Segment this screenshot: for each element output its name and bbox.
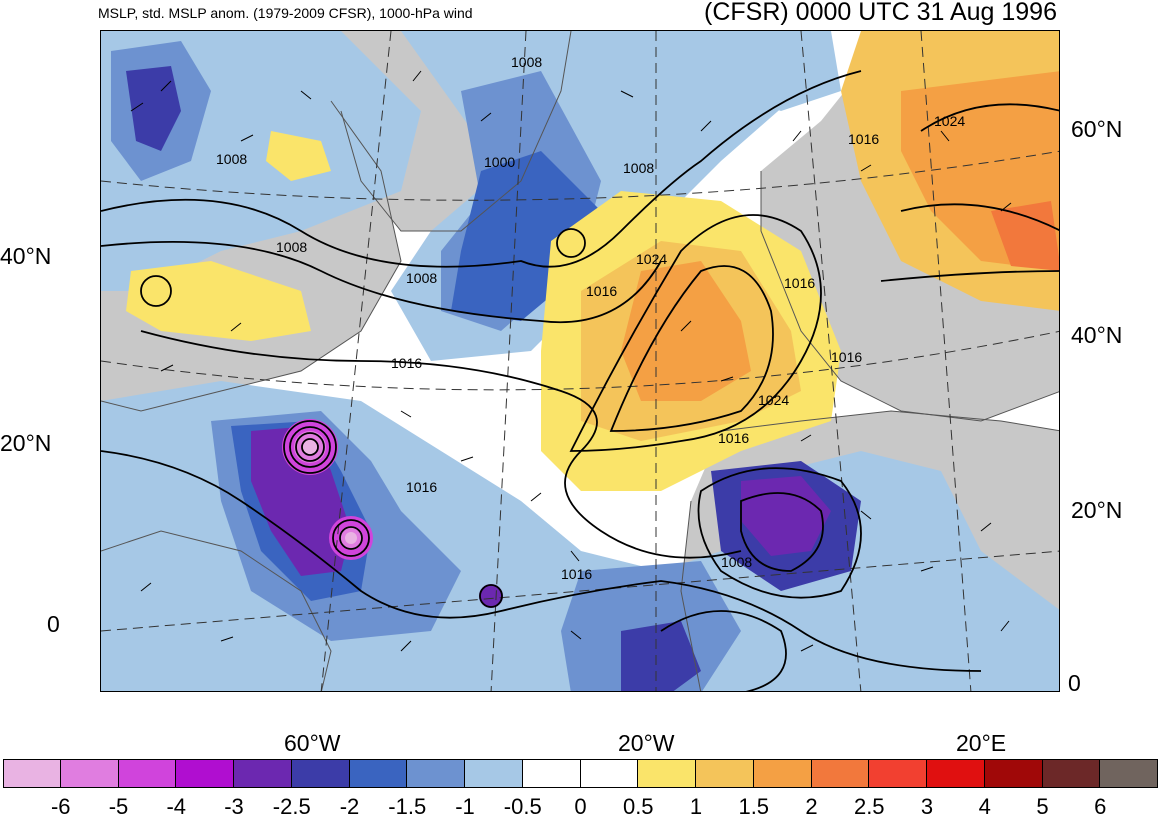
colorbar-tick-label: 0 xyxy=(574,794,587,819)
colorbar-swatch xyxy=(811,759,870,788)
isobars xyxy=(101,70,1059,691)
colorbar-tick-label: -1 xyxy=(455,794,475,819)
colorbar-swatch xyxy=(580,759,639,788)
colorbar-tick-label: 0.5 xyxy=(622,794,654,819)
lat-label-left: 20°N xyxy=(0,430,52,456)
colorbar-tick-label: -3 xyxy=(224,794,244,819)
contour-label: 1016 xyxy=(718,430,749,446)
contour-label: 1016 xyxy=(848,131,879,147)
pos-anom-northamerica xyxy=(126,261,311,341)
contour-label: 1008 xyxy=(406,270,437,286)
contour-labels: 1008 1008 1008 1008 1000 1008 1016 1024 … xyxy=(216,54,965,582)
lon-label: 20°E xyxy=(956,730,1007,756)
pos-anom-greenland-small xyxy=(266,131,331,181)
map-title: (CFSR) 0000 UTC 31 Aug 1996 xyxy=(704,0,1057,26)
colorbar-tick-label: 3 xyxy=(920,794,934,819)
colorbar-tick-label: -0.5 xyxy=(503,794,542,819)
colorbar-swatch xyxy=(753,759,812,788)
contour-label: 1016 xyxy=(586,283,617,299)
neg-anom-south xyxy=(621,621,701,691)
map-panel: 1008 1008 1008 1008 1000 1008 1016 1024 … xyxy=(100,30,1060,692)
neg-anom-nw-deep xyxy=(126,66,181,151)
colorbar-swatch xyxy=(927,759,985,788)
colorbar-tick-label: 6 xyxy=(1094,794,1107,819)
contour-label: 1024 xyxy=(934,113,965,129)
colorbar-tick-label: -2.5 xyxy=(272,794,311,819)
contour-label: 1016 xyxy=(406,479,437,495)
contour-label: 1024 xyxy=(758,392,789,408)
colorbar-tick-label: 1.5 xyxy=(738,794,770,819)
colorbar-tick-label: -6 xyxy=(50,794,71,819)
colorbar-swatch xyxy=(60,759,119,788)
colorbar-swatch xyxy=(407,759,465,788)
map-subtitle: MSLP, std. MSLP anom. (1979-2009 CFSR), … xyxy=(98,5,473,21)
lat-label-right: 20°N xyxy=(1071,497,1123,523)
small-low xyxy=(479,584,503,608)
colorbar-tick-label: 2 xyxy=(805,794,818,819)
colorbar-swatch xyxy=(638,759,696,788)
colorbar-tick-label: -2 xyxy=(339,794,360,819)
colorbar-tick-label: 1 xyxy=(689,794,703,819)
contour-label: 1016 xyxy=(784,275,815,291)
lon-label: 20°W xyxy=(618,730,675,756)
neg-anom-africa-east-core xyxy=(741,476,831,556)
neg-anom-ne xyxy=(681,31,841,111)
contour-label: 1008 xyxy=(721,554,752,570)
colorbar-swatch xyxy=(984,759,1043,788)
colorbar-tick-label: -5 xyxy=(108,794,129,819)
contour-label: 1016 xyxy=(391,355,422,371)
colorbar-swatch xyxy=(176,759,234,788)
colorbar xyxy=(3,759,1158,788)
colorbar-swatch xyxy=(234,759,292,788)
contour-label: 1000 xyxy=(484,154,515,170)
contour-label: 1008 xyxy=(216,151,247,167)
lon-label: 60°W xyxy=(284,730,341,756)
colorbar-tick-label: 4 xyxy=(978,794,991,819)
colorbar-swatch xyxy=(3,759,61,788)
colorbar-swatch xyxy=(696,759,754,788)
colorbar-swatch xyxy=(118,759,177,788)
lat-label-right: 40°N xyxy=(1071,322,1123,348)
lat-label-right: 60°N xyxy=(1071,116,1123,142)
colorbar-swatch xyxy=(869,759,927,788)
lat-label-right: 0 xyxy=(1068,670,1081,696)
colorbar-swatch xyxy=(291,759,350,788)
map-canvas: 1008 1008 1008 1008 1000 1008 1016 1024 … xyxy=(101,31,1059,691)
coastlines xyxy=(101,31,1059,691)
lat-label-left: 40°N xyxy=(0,243,52,269)
colorbar-tick-label: 5 xyxy=(1036,794,1049,819)
anomaly-shading xyxy=(101,31,1059,691)
colorbar-tick-label: 2.5 xyxy=(853,794,885,819)
contour-label: 1016 xyxy=(831,349,862,365)
colorbar-swatch xyxy=(465,759,523,788)
colorbar-swatch xyxy=(1100,759,1158,788)
colorbar-swatch xyxy=(522,759,581,788)
wind-barbs xyxy=(130,70,1012,652)
colorbar-swatch xyxy=(1042,759,1101,788)
colorbar-tick-label: -1.5 xyxy=(388,794,427,819)
colorbar-swatch xyxy=(349,759,408,788)
contour-label: 1016 xyxy=(561,566,592,582)
contour-label: 1024 xyxy=(636,251,667,267)
graticule xyxy=(101,31,1059,691)
contour-label: 1008 xyxy=(511,54,542,70)
colorbar-tick-label: -4 xyxy=(166,794,187,819)
contour-label: 1008 xyxy=(623,160,654,176)
contour-label: 1008 xyxy=(276,239,307,255)
pos-anom-russia-deep xyxy=(991,201,1059,271)
lat-label-left: 0 xyxy=(47,611,60,637)
